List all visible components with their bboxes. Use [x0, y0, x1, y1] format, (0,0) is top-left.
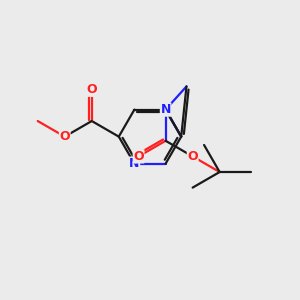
Text: O: O: [133, 150, 144, 163]
Text: O: O: [59, 130, 70, 143]
Text: N: N: [129, 157, 140, 170]
Text: O: O: [86, 83, 97, 96]
Text: N: N: [160, 103, 171, 116]
Text: O: O: [187, 150, 198, 163]
